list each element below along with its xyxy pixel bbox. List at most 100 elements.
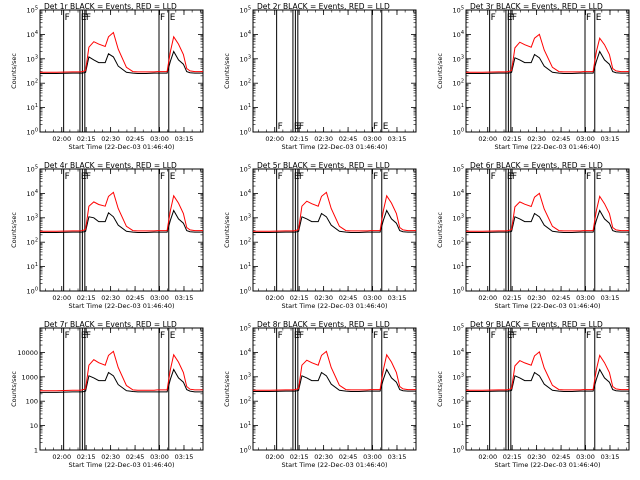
plot-frame	[39, 9, 204, 133]
panel-det8: Det 8r BLACK = Events, RED = LLD 100 101 10…	[223, 320, 417, 469]
y-tick-label: 104	[27, 189, 38, 198]
x-tick-label: 02:30	[314, 453, 333, 461]
state-flag-label: F	[83, 331, 88, 341]
x-tick-label: 02:00	[265, 294, 284, 302]
state-flag-label: F	[278, 331, 283, 341]
y-tick-label: 103	[453, 54, 464, 63]
x-tick-label: 02:15	[503, 135, 522, 143]
state-flag-label: E	[170, 13, 176, 23]
panel-det9: Det 9r BLACK = Events, RED = LLD 100 101 10…	[436, 320, 630, 469]
x-tick-label: 02:15	[77, 453, 96, 461]
x-tick-label: 03:00	[576, 453, 595, 461]
panel-det2: Det 2r BLACK = Events, RED = LLD 100 101 10…	[223, 2, 417, 151]
y-tick-label: 1	[34, 447, 38, 455]
plot-frame	[465, 9, 630, 133]
plot-frame	[465, 168, 630, 292]
x-tick-label: 03:15	[601, 453, 620, 461]
panel-title: Det 1r BLACK = Events, RED = LLD	[44, 2, 177, 11]
x-tick-label: 02:45	[552, 453, 571, 461]
state-flag-label: F	[296, 172, 301, 182]
state-flag-label: F	[491, 331, 496, 341]
x-tick-label: 02:00	[52, 294, 71, 302]
state-flag-label: F	[586, 13, 591, 23]
y-tick-label: 101	[240, 421, 251, 430]
panel-title: Det 6r BLACK = Events, RED = LLD	[470, 161, 603, 170]
panel-title: Det 3r BLACK = Events, RED = LLD	[470, 2, 603, 11]
y-tick-label: 104	[453, 348, 464, 357]
y-tick-label: 102	[453, 79, 464, 88]
panel-det3: Det 3r BLACK = Events, RED = LLD 100 101 10…	[436, 2, 630, 151]
y-tick-label: 102	[453, 238, 464, 247]
y-axis-label: Counts/sec	[223, 53, 231, 89]
y-tick-label: 10	[30, 422, 38, 430]
x-tick-label: 02:30	[314, 135, 333, 143]
state-flag-label: F	[296, 331, 301, 341]
x-tick-label: 03:00	[363, 294, 382, 302]
state-flag-label: F	[586, 172, 591, 182]
x-tick-label: 02:45	[126, 294, 145, 302]
plot-frame	[465, 327, 630, 451]
x-axis-label: Start Time (22-Dec-03 01:46:40)	[281, 143, 387, 151]
plot-frame	[39, 168, 204, 292]
y-tick-label: 104	[453, 189, 464, 198]
state-flag-label: F	[86, 13, 91, 23]
state-flag-label: E	[507, 13, 513, 23]
state-flag-label: E	[507, 172, 513, 182]
state-flag-label: E	[383, 122, 389, 132]
state-flag-label: F	[299, 172, 304, 182]
x-tick-label: 02:45	[339, 453, 358, 461]
y-tick-label: 101	[453, 421, 464, 430]
x-tick-label: 02:45	[339, 135, 358, 143]
panel-title: Det 7r BLACK = Events, RED = LLD	[44, 320, 177, 329]
state-flag-label: F	[278, 122, 283, 132]
events-line	[466, 50, 629, 74]
y-tick-label: 1000	[21, 373, 38, 381]
y-tick-label: 105	[453, 6, 464, 15]
y-axis-label: Counts/sec	[10, 212, 18, 248]
state-flag-label: E	[596, 331, 602, 341]
y-axis-label: Counts/sec	[10, 371, 18, 407]
x-tick-label: 03:15	[175, 135, 194, 143]
events-line	[253, 209, 416, 233]
panel-det6: Det 6r BLACK = Events, RED = LLD 100 101 10…	[436, 161, 630, 310]
x-axis-label: Start Time (22-Dec-03 01:46:40)	[494, 302, 600, 310]
state-flag-label: E	[294, 172, 300, 182]
state-flag-label: E	[170, 172, 176, 182]
y-tick-label: 103	[27, 54, 38, 63]
state-flag-label: E	[170, 331, 176, 341]
x-tick-label: 02:15	[77, 135, 96, 143]
y-tick-label: 101	[27, 262, 38, 271]
y-tick-label: 103	[453, 213, 464, 222]
events-line	[466, 209, 629, 233]
y-tick-label: 101	[27, 103, 38, 112]
x-axis-label: Start Time (22-Dec-03 01:46:40)	[494, 461, 600, 469]
y-axis-label: Counts/sec	[10, 53, 18, 89]
state-flag-label: E	[294, 122, 300, 132]
x-tick-label: 02:00	[52, 453, 71, 461]
x-tick-label: 02:00	[52, 135, 71, 143]
y-tick-label: 104	[240, 189, 251, 198]
lld-line	[40, 31, 203, 73]
state-flag-label: F	[83, 172, 88, 182]
x-tick-label: 02:00	[478, 294, 497, 302]
x-tick-label: 03:15	[388, 294, 407, 302]
x-axis-label: Start Time (22-Dec-03 01:46:40)	[68, 143, 174, 151]
x-tick-label: 02:30	[101, 294, 120, 302]
plot-frame	[252, 168, 417, 292]
y-tick-label: 100	[453, 128, 464, 137]
y-tick-label: 102	[240, 238, 251, 247]
x-tick-label: 02:15	[503, 453, 522, 461]
x-tick-label: 03:00	[363, 135, 382, 143]
panel-title: Det 5r BLACK = Events, RED = LLD	[257, 161, 390, 170]
panel-det5: Det 5r BLACK = Events, RED = LLD 100 101 10…	[223, 161, 417, 310]
lld-line	[40, 350, 203, 392]
y-tick-label: 100	[240, 128, 251, 137]
y-tick-label: 100	[27, 128, 38, 137]
y-tick-label: 103	[240, 372, 251, 381]
plot-frame	[252, 9, 417, 133]
plot-frame	[252, 327, 417, 451]
state-flag-label: F	[509, 13, 514, 23]
state-flag-label: E	[81, 331, 87, 341]
x-axis-label: Start Time (22-Dec-03 01:46:40)	[68, 461, 174, 469]
panel-title: Det 8r BLACK = Events, RED = LLD	[257, 320, 390, 329]
